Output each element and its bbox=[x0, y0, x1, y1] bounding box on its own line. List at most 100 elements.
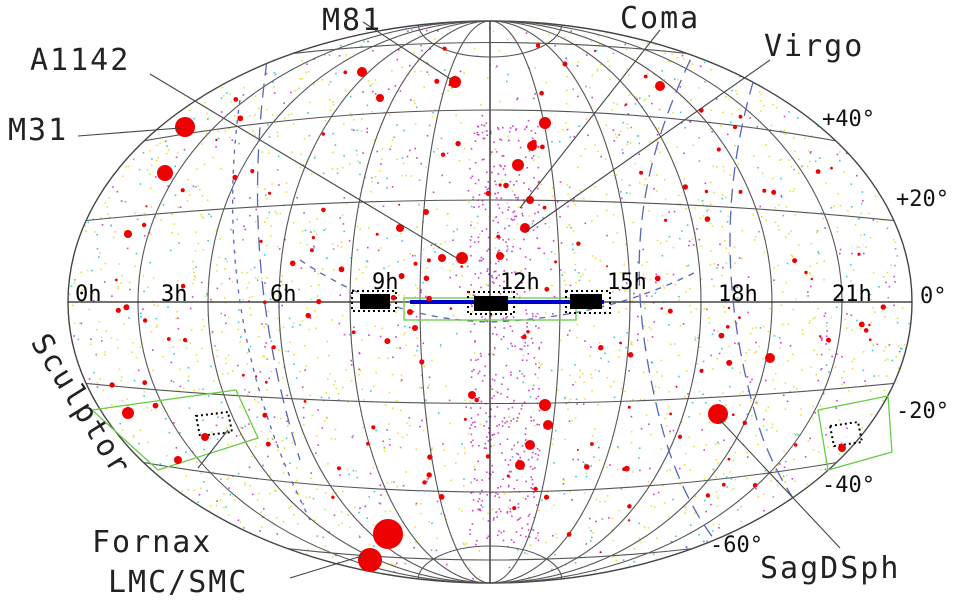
object-dot bbox=[715, 476, 717, 479]
object-dot bbox=[362, 152, 364, 154]
object-dot bbox=[630, 441, 633, 444]
object-dot bbox=[431, 115, 434, 118]
object-dot bbox=[585, 85, 587, 88]
object-dot bbox=[331, 151, 334, 154]
object-dot bbox=[414, 122, 417, 125]
object-dot bbox=[377, 249, 380, 252]
object-dot bbox=[846, 427, 848, 430]
object-dot bbox=[308, 221, 311, 223]
object-dot bbox=[522, 214, 524, 217]
object-dot bbox=[420, 289, 422, 291]
object-dot bbox=[507, 506, 510, 509]
object-dot bbox=[785, 460, 787, 463]
galaxy-marker bbox=[554, 260, 558, 264]
object-dot bbox=[105, 408, 108, 410]
object-dot bbox=[415, 315, 418, 318]
object-dot bbox=[630, 430, 633, 433]
object-dot bbox=[866, 288, 868, 290]
object-dot bbox=[520, 207, 523, 209]
dotted-outlines bbox=[194, 290, 864, 448]
object-dot bbox=[261, 323, 263, 325]
object-dot bbox=[624, 243, 627, 246]
object-dot bbox=[510, 539, 513, 541]
object-dot bbox=[756, 402, 759, 405]
galaxy-marker bbox=[474, 397, 480, 403]
object-dot bbox=[497, 251, 499, 253]
object-dot bbox=[446, 152, 449, 155]
label-virgo: Virgo bbox=[764, 29, 864, 64]
object-dot bbox=[596, 68, 599, 71]
object-dot bbox=[759, 205, 761, 208]
object-dot bbox=[555, 533, 557, 535]
object-dot bbox=[865, 384, 867, 387]
object-dot bbox=[643, 99, 646, 102]
object-dot bbox=[615, 174, 618, 176]
object-dot bbox=[536, 535, 539, 537]
object-dot bbox=[782, 291, 784, 293]
object-dot bbox=[667, 515, 670, 518]
object-dot bbox=[696, 363, 699, 365]
object-dot bbox=[175, 447, 178, 449]
object-dot bbox=[816, 231, 818, 234]
object-dot bbox=[616, 103, 619, 106]
object-dot bbox=[497, 493, 499, 495]
object-dot bbox=[453, 314, 455, 317]
galaxy-marker bbox=[655, 81, 665, 91]
object-dot bbox=[291, 484, 294, 487]
object-dot bbox=[497, 231, 499, 234]
label-lmc-smc: LMC/SMC bbox=[108, 565, 248, 600]
object-dot bbox=[328, 397, 330, 399]
object-dot bbox=[703, 61, 706, 64]
object-dot bbox=[340, 241, 343, 243]
object-dot bbox=[236, 269, 238, 271]
object-dot bbox=[559, 269, 562, 271]
object-dot bbox=[503, 327, 506, 329]
object-dot bbox=[185, 451, 187, 453]
object-dot bbox=[301, 59, 303, 62]
object-dot bbox=[884, 315, 886, 318]
object-dot bbox=[473, 352, 476, 354]
object-dot bbox=[370, 177, 373, 179]
galaxy-marker bbox=[880, 304, 886, 310]
object-dot bbox=[514, 345, 516, 347]
object-dot bbox=[668, 324, 670, 326]
object-dot bbox=[540, 341, 543, 344]
object-dot bbox=[690, 98, 692, 101]
object-dot bbox=[630, 343, 632, 345]
object-dot bbox=[762, 325, 765, 328]
object-dot bbox=[156, 144, 158, 147]
galaxy-marker bbox=[535, 43, 541, 48]
object-dot bbox=[305, 365, 308, 367]
object-dot bbox=[553, 295, 556, 298]
object-dot bbox=[661, 375, 663, 377]
object-dot bbox=[322, 172, 325, 175]
object-dot bbox=[515, 305, 517, 308]
object-dot bbox=[393, 290, 396, 293]
object-dot bbox=[220, 111, 223, 113]
object-dot bbox=[698, 238, 701, 241]
object-dot bbox=[513, 210, 516, 213]
object-dot bbox=[712, 191, 715, 194]
object-dot bbox=[825, 343, 827, 345]
object-dot bbox=[552, 437, 555, 440]
object-dot bbox=[258, 107, 260, 110]
object-dot bbox=[189, 194, 191, 196]
object-dot bbox=[321, 268, 324, 270]
object-dot bbox=[120, 379, 122, 382]
object-dot bbox=[754, 351, 756, 354]
object-dot bbox=[340, 511, 343, 513]
object-dot bbox=[609, 464, 611, 466]
object-dot bbox=[584, 492, 586, 494]
dec-label-minus40: -40° bbox=[822, 473, 875, 498]
object-dot bbox=[433, 38, 436, 40]
object-dot bbox=[229, 136, 231, 139]
object-dot bbox=[173, 353, 175, 355]
object-dot bbox=[729, 385, 731, 388]
galaxy-marker bbox=[263, 300, 267, 305]
galaxy-marker bbox=[384, 338, 391, 345]
object-dot bbox=[741, 229, 744, 232]
object-dot bbox=[820, 212, 823, 214]
object-dot bbox=[406, 155, 409, 158]
object-dot bbox=[282, 283, 284, 286]
object-dot bbox=[752, 155, 755, 157]
